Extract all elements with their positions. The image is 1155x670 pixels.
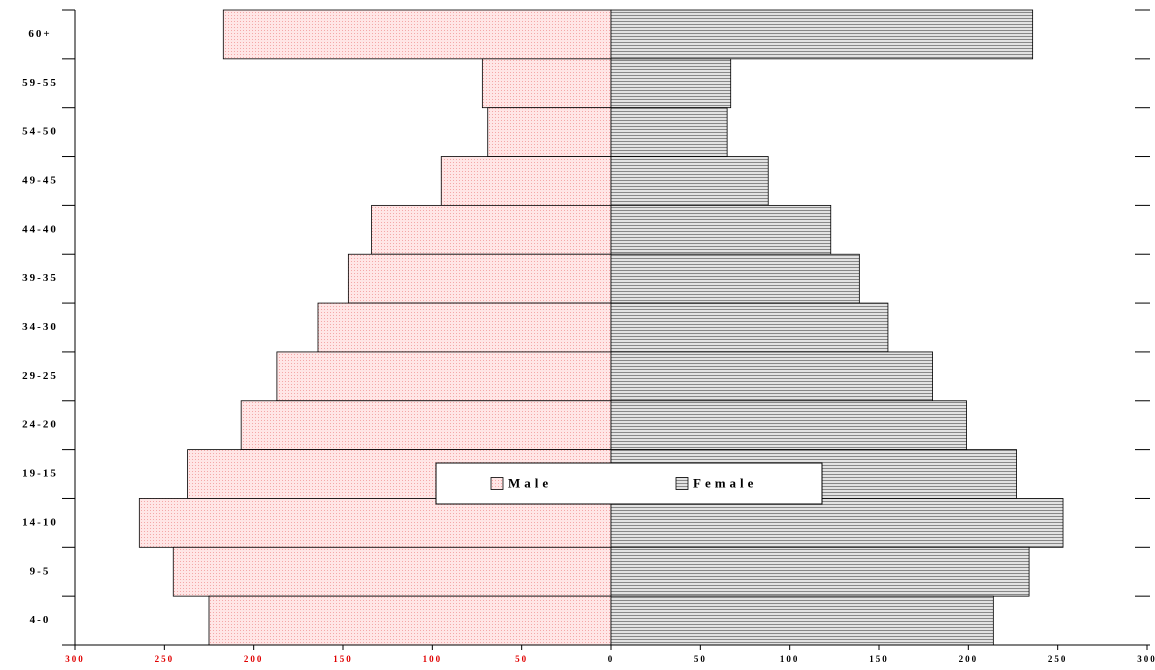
bar <box>276 351 612 402</box>
bar <box>138 498 612 548</box>
bar <box>610 546 1030 597</box>
y-tick-label: 9-5 <box>30 565 51 577</box>
bar <box>610 400 967 451</box>
bar <box>610 204 832 255</box>
y-tick-label: 49-45 <box>22 174 58 186</box>
bar <box>222 9 612 60</box>
x-tick-label: 200 <box>244 654 264 664</box>
x-tick-label: 100 <box>780 654 800 664</box>
bar <box>487 107 612 157</box>
bar <box>347 253 612 304</box>
legend-label: Male <box>508 475 552 490</box>
y-tick-label: 4-0 <box>30 614 51 626</box>
x-tick-label: 100 <box>423 654 443 664</box>
x-tick-label: 250 <box>1048 654 1068 664</box>
y-tick-label: 59-55 <box>22 77 58 89</box>
bar <box>610 498 1064 548</box>
x-tick-label: 0 <box>608 654 615 664</box>
y-tick-label: 44-40 <box>22 223 58 235</box>
bar <box>172 546 612 597</box>
y-tick-label: 39-35 <box>22 272 58 284</box>
x-tick-label: 50 <box>515 654 528 664</box>
bar <box>317 302 612 353</box>
legend-label: Female <box>693 475 757 490</box>
y-tick-label: 60+ <box>28 28 51 40</box>
bar <box>371 204 612 255</box>
x-tick-label: 200 <box>959 654 979 664</box>
bar <box>610 58 732 109</box>
bar <box>610 302 889 353</box>
x-tick-label: 300 <box>65 654 85 664</box>
bar <box>610 253 860 304</box>
y-tick-label: 24-20 <box>22 419 58 431</box>
y-tick-label: 29-25 <box>22 370 58 382</box>
y-tick-label: 54-50 <box>22 126 58 138</box>
y-tick-label: 14-10 <box>22 516 58 528</box>
x-tick-label: 300 <box>1137 654 1155 664</box>
bar <box>610 107 728 157</box>
x-tick-label: 150 <box>333 654 353 664</box>
bar <box>208 595 612 646</box>
bar <box>610 595 994 646</box>
bar <box>440 156 612 206</box>
legend: Male Female <box>435 462 823 505</box>
x-tick-label: 50 <box>694 654 707 664</box>
bar <box>481 58 612 109</box>
y-tick-label: 34-30 <box>22 321 58 333</box>
legend-swatch <box>675 477 689 490</box>
bar <box>610 156 769 206</box>
y-tick-label: 19-15 <box>22 468 58 480</box>
legend-swatch <box>490 477 504 490</box>
bar <box>610 351 934 402</box>
bar <box>610 9 1034 60</box>
bar <box>240 400 612 451</box>
x-tick-label: 150 <box>869 654 889 664</box>
x-tick-label: 250 <box>155 654 175 664</box>
